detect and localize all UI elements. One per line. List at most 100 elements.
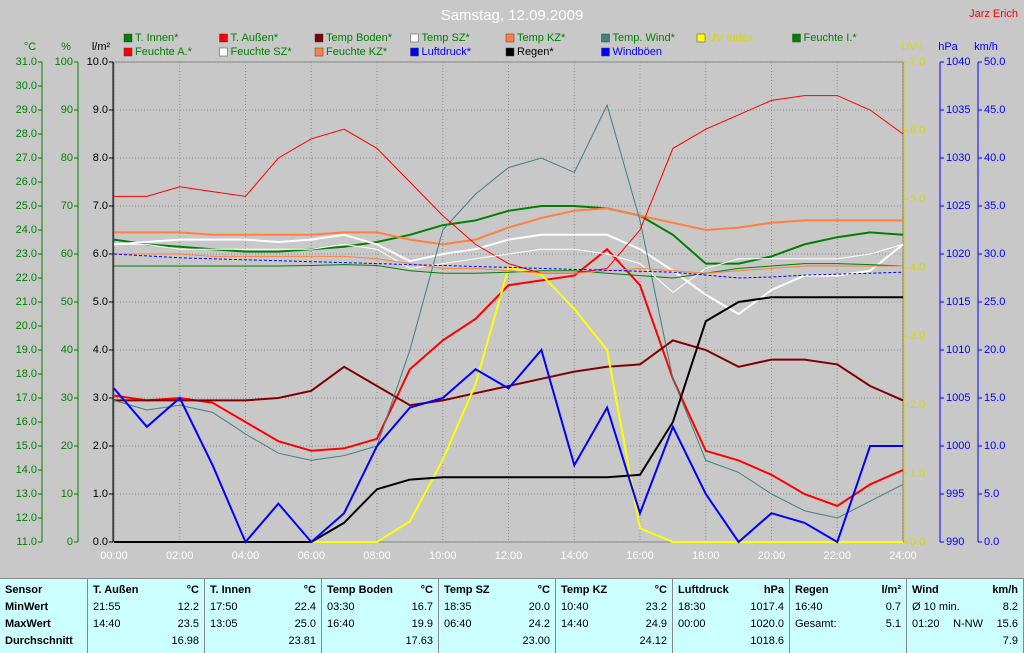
stats-row: 24.12 xyxy=(561,632,667,649)
y-tick-label: 25.0 xyxy=(16,200,37,212)
y-tick-label: 10.0 xyxy=(984,440,1005,452)
y-tick-label: 40 xyxy=(61,344,73,356)
stats-value: 12.2 xyxy=(177,600,199,613)
stats-value: 25.0 xyxy=(294,617,316,630)
stats-value: 03:30 xyxy=(327,600,355,613)
x-tick-label: 24:00 xyxy=(889,550,917,562)
column-unit: °C xyxy=(420,583,433,596)
y-tick-label: 2.0 xyxy=(93,440,108,452)
stats-value: 16.7 xyxy=(411,600,433,613)
stats-column: Temp Boden °C 03:30 16.7 16:40 19.9 17.63 xyxy=(322,579,439,653)
stats-value: 7.9 xyxy=(1002,634,1018,647)
stats-row: 17:50 22.4 xyxy=(210,598,316,615)
y-tick-label: 1040 xyxy=(946,56,970,68)
series-line xyxy=(114,339,904,407)
y-tick-label: 80 xyxy=(61,152,73,164)
y-tick-label: 30.0 xyxy=(16,80,37,92)
legend-label: Feuchte A.* xyxy=(135,46,193,58)
row-label: Durchschnitt xyxy=(5,634,73,647)
x-tick-label: 14:00 xyxy=(560,550,588,562)
column-header: Temp SZ °C xyxy=(444,581,550,598)
stats-row: 23.00 xyxy=(444,632,550,649)
y-tick-label: 0 xyxy=(67,536,73,548)
stats-row: 01:20 N-NW 15.6 xyxy=(912,615,1018,632)
column-name: T. Außen xyxy=(93,583,139,596)
column-unit: °C xyxy=(654,583,667,596)
y-tick-label: 24.0 xyxy=(16,224,37,236)
legend-swatch xyxy=(601,47,610,57)
y-tick-label: 30.0 xyxy=(984,248,1005,260)
y-tick-label: 18.0 xyxy=(16,368,37,380)
stats-column: Wind km/h Ø 10 min. 8.2 01:20 N-NW 15.6 7.9 xyxy=(907,579,1024,653)
y-tick-label: 1035 xyxy=(946,104,970,116)
column-name: Temp KZ xyxy=(561,583,608,596)
y-tick-label: 30 xyxy=(61,392,73,404)
y-tick-label: 1005 xyxy=(946,392,970,404)
series-line xyxy=(114,207,903,246)
stats-row: 23.81 xyxy=(210,632,316,649)
series-line xyxy=(113,247,904,508)
stats-row: 14:40 23.5 xyxy=(93,615,199,632)
stats-value: 23.00 xyxy=(522,634,550,647)
stats-value: Ø 10 min. xyxy=(912,600,960,613)
y-tick-label: 9.0 xyxy=(93,104,108,116)
legend-label: Temp. Wind* xyxy=(613,32,676,44)
y-tick-label: 0.0 xyxy=(984,536,999,548)
y-tick-label: 3.0 xyxy=(93,392,108,404)
legend-label: UV Index xyxy=(708,32,754,44)
x-tick-label: 10:00 xyxy=(429,550,457,562)
legend-swatch xyxy=(410,47,419,57)
series-line xyxy=(114,253,903,274)
y-tick-label: 60 xyxy=(61,248,73,260)
y-tick-label: 17.0 xyxy=(16,392,37,404)
legend-label: Temp KZ* xyxy=(517,32,566,44)
x-tick-label: 04:00 xyxy=(232,550,260,562)
stats-value: 18:30 xyxy=(678,600,706,613)
legend-swatch xyxy=(696,33,706,43)
series-line xyxy=(113,347,903,544)
column-name: T. Innen xyxy=(210,583,251,596)
stats-value: 22.4 xyxy=(294,600,316,613)
column-header: Regen l/m² xyxy=(795,581,901,598)
stats-value: 13:05 xyxy=(210,617,238,630)
stats-value: 16.98 xyxy=(171,634,199,647)
legend-label: Feuchte SZ* xyxy=(231,46,293,58)
series-line xyxy=(113,233,904,316)
column-unit: hPa xyxy=(763,583,784,596)
legend-label: T. Innen* xyxy=(135,32,179,44)
series-line xyxy=(113,103,904,519)
y-tick-label: 0.0 xyxy=(910,536,925,548)
y-tick-label: 26.0 xyxy=(16,176,37,188)
stats-row: 13:05 25.0 xyxy=(210,615,316,632)
stats-column: Temp KZ °C 10:40 23.2 14:40 24.9 24.12 xyxy=(556,579,673,653)
stats-row: 16:40 0.7 xyxy=(795,598,901,615)
x-tick-label: 18:00 xyxy=(692,550,720,562)
stats-value: 19.9 xyxy=(411,617,433,630)
y-tick-label: 19.0 xyxy=(16,344,37,356)
x-tick-label: 06:00 xyxy=(297,550,325,562)
stats-value: 16:40 xyxy=(795,600,823,613)
legend-label: Windböen xyxy=(613,46,663,58)
stats-column: Temp SZ °C 18:35 20.0 06:40 24.2 23.00 xyxy=(439,579,556,653)
legend-swatch xyxy=(219,47,228,57)
series-line xyxy=(113,205,904,265)
y-tick-label: 995 xyxy=(946,488,964,500)
stats-value: 00:00 xyxy=(678,617,706,630)
y-tick-label: 45.0 xyxy=(984,104,1005,116)
axis-unit: UV-I xyxy=(901,41,922,53)
y-tick-label: 5.0 xyxy=(910,193,925,205)
y-tick-label: 1030 xyxy=(946,152,970,164)
stats-value: 23.5 xyxy=(177,617,199,630)
column-unit: l/m² xyxy=(881,583,901,596)
stats-value: N-NW xyxy=(953,617,984,630)
y-tick-label: 27.0 xyxy=(16,152,37,164)
stats-value: 16:40 xyxy=(327,617,355,630)
stats-value: 1017.4 xyxy=(750,600,784,613)
stats-value: 14:40 xyxy=(93,617,121,630)
legend-label: Luftdruck* xyxy=(422,46,472,58)
chart: Samstag, 12.09.2009 Jarz Erich 00:00 02:0… xyxy=(16,7,1018,562)
stats-row: Ø 10 min. 8.2 xyxy=(912,598,1018,615)
row-label: MinWert xyxy=(5,600,49,613)
y-tick-label: 1.0 xyxy=(93,488,108,500)
